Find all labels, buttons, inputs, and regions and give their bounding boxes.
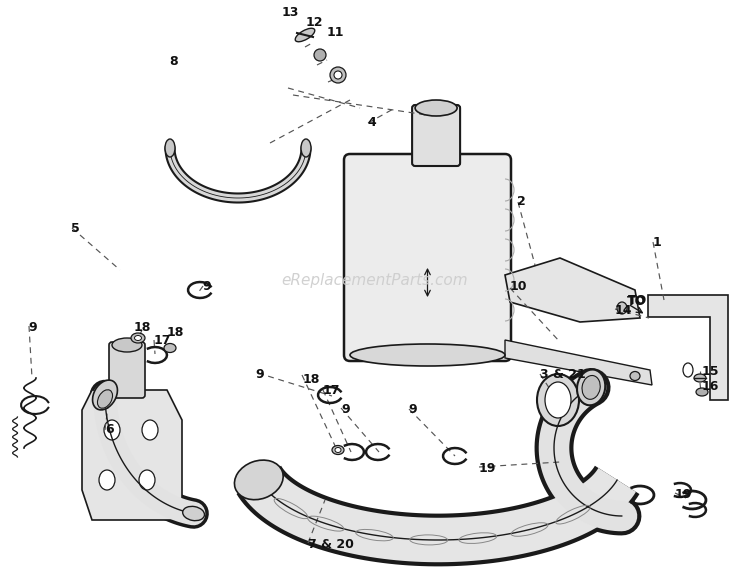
Text: 5: 5 (71, 222, 80, 235)
Ellipse shape (99, 470, 115, 490)
Text: 17: 17 (322, 384, 340, 397)
FancyBboxPatch shape (344, 154, 511, 361)
Text: 13: 13 (281, 6, 298, 19)
Polygon shape (505, 258, 640, 322)
Text: eReplacementParts.com: eReplacementParts.com (282, 273, 468, 287)
Ellipse shape (235, 460, 284, 500)
Ellipse shape (164, 343, 176, 353)
Text: 10: 10 (510, 280, 527, 293)
Ellipse shape (683, 363, 693, 377)
Ellipse shape (350, 344, 505, 366)
Ellipse shape (134, 336, 142, 340)
Ellipse shape (139, 470, 155, 490)
Text: 18: 18 (166, 326, 184, 339)
Text: 19: 19 (675, 488, 692, 501)
Ellipse shape (183, 507, 205, 521)
FancyBboxPatch shape (109, 342, 145, 398)
Polygon shape (82, 390, 182, 520)
Ellipse shape (98, 390, 112, 408)
Text: TO: TO (627, 295, 646, 308)
Text: 7 & 20: 7 & 20 (308, 538, 353, 550)
Ellipse shape (301, 139, 311, 157)
Ellipse shape (131, 333, 145, 343)
Ellipse shape (330, 67, 346, 83)
Ellipse shape (694, 374, 706, 382)
Text: 14: 14 (615, 304, 632, 316)
Text: 6: 6 (105, 424, 114, 436)
Ellipse shape (577, 370, 605, 405)
Text: 18: 18 (302, 373, 320, 386)
Text: 2: 2 (518, 195, 526, 208)
Text: 3 & 21: 3 & 21 (540, 368, 586, 381)
Ellipse shape (314, 49, 326, 61)
Text: 9: 9 (255, 368, 264, 381)
Text: 1: 1 (652, 236, 662, 249)
Ellipse shape (630, 371, 640, 380)
Ellipse shape (537, 374, 579, 426)
Text: 4: 4 (368, 116, 376, 129)
Ellipse shape (335, 448, 341, 453)
Text: 18: 18 (134, 321, 151, 334)
Text: 15: 15 (701, 365, 718, 378)
Ellipse shape (334, 71, 342, 79)
Ellipse shape (545, 382, 571, 418)
FancyBboxPatch shape (412, 105, 460, 166)
Ellipse shape (165, 139, 175, 157)
Ellipse shape (617, 302, 627, 314)
Text: 17: 17 (154, 334, 171, 347)
Ellipse shape (415, 100, 457, 116)
Ellipse shape (142, 420, 158, 440)
Text: 9: 9 (202, 280, 211, 293)
Ellipse shape (104, 420, 120, 440)
Text: 12: 12 (306, 16, 323, 29)
Text: 19: 19 (478, 462, 496, 474)
Text: TO: TO (628, 294, 647, 308)
Text: 9: 9 (341, 403, 350, 416)
Ellipse shape (582, 376, 600, 400)
Polygon shape (648, 295, 728, 400)
Polygon shape (505, 340, 652, 385)
Ellipse shape (332, 446, 344, 455)
Text: 11: 11 (326, 26, 344, 39)
Ellipse shape (92, 380, 118, 410)
Text: 9: 9 (409, 403, 418, 416)
Ellipse shape (296, 28, 315, 42)
Ellipse shape (112, 338, 142, 352)
Text: 16: 16 (701, 380, 718, 393)
Text: 8: 8 (169, 55, 177, 68)
Text: 9: 9 (28, 321, 37, 334)
Ellipse shape (696, 388, 708, 396)
